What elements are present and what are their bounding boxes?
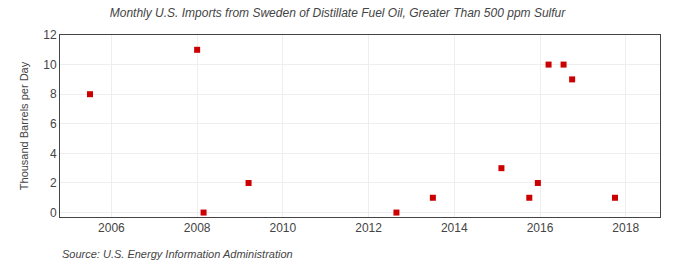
svg-text:8: 8 — [50, 87, 57, 101]
svg-text:4: 4 — [50, 147, 57, 161]
svg-text:Thousand Barrels per Day: Thousand Barrels per Day — [18, 61, 30, 190]
svg-text:10: 10 — [43, 58, 57, 72]
svg-text:2018: 2018 — [612, 221, 639, 235]
svg-text:6: 6 — [50, 117, 57, 131]
svg-text:2006: 2006 — [98, 221, 125, 235]
svg-text:2012: 2012 — [355, 221, 382, 235]
svg-text:Source: U.S. Energy Informatio: Source: U.S. Energy Information Administ… — [62, 248, 293, 260]
svg-text:0: 0 — [50, 206, 57, 220]
svg-text:2: 2 — [50, 176, 57, 190]
svg-text:2016: 2016 — [527, 221, 554, 235]
svg-text:2014: 2014 — [441, 221, 468, 235]
svg-text:12: 12 — [43, 28, 57, 42]
svg-text:2010: 2010 — [270, 221, 297, 235]
svg-text:Monthly U.S. Imports from Swed: Monthly U.S. Imports from Sweden of Dist… — [110, 6, 567, 20]
svg-text:2008: 2008 — [184, 221, 211, 235]
